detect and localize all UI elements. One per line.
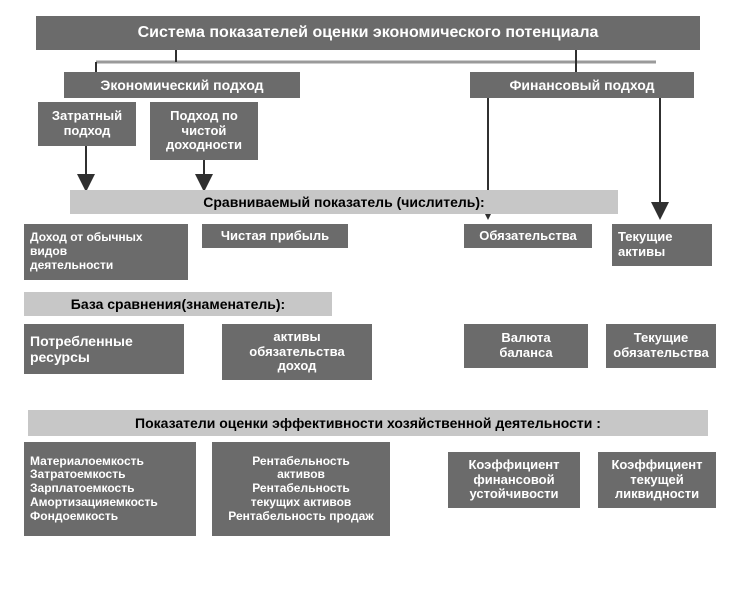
node-econ-approach-label: Экономический подход bbox=[100, 77, 263, 93]
node-net-yield-label: Подход по чистой доходности bbox=[166, 109, 242, 154]
node-intensity-list: Материалоемкость Затратоемкость Зарплато… bbox=[24, 442, 196, 536]
node-consumed-res: Потребленные ресурсы bbox=[24, 324, 184, 374]
node-base-label: База сравнения(знаменатель): bbox=[24, 292, 332, 316]
node-profitability-label: Рентабельность активов Рентабельность те… bbox=[228, 455, 374, 524]
node-balance-currency-label: Валюта баланса bbox=[499, 331, 552, 361]
node-econ-approach: Экономический подход bbox=[64, 72, 300, 98]
node-effectiveness: Показатели оценки эффективности хозяйств… bbox=[28, 410, 708, 436]
node-assets-liab-inc: активы обязательства доход bbox=[222, 324, 372, 380]
node-title: Система показателей оценки экономическог… bbox=[36, 16, 700, 50]
node-cost-approach-label: Затратный подход bbox=[52, 109, 122, 139]
node-consumed-res-label: Потребленные ресурсы bbox=[30, 333, 133, 365]
diagram-stage: Система показателей оценки экономическог… bbox=[16, 16, 720, 596]
node-fin-approach-label: Финансовый подход bbox=[509, 77, 654, 93]
node-effectiveness-label: Показатели оценки эффективности хозяйств… bbox=[135, 415, 601, 431]
node-assets-liab-inc-label: активы обязательства доход bbox=[249, 330, 344, 375]
node-current-assets-label: Текущие активы bbox=[618, 230, 672, 260]
node-net-profit: Чистая прибыль bbox=[202, 224, 348, 248]
node-compared-label: Сравниваемый показатель (числитель): bbox=[70, 190, 618, 214]
node-fin-approach: Финансовый подход bbox=[470, 72, 694, 98]
node-liabilities-label: Обязательства bbox=[479, 229, 577, 244]
node-income-ordinary: Доход от обычных видов деятельности bbox=[24, 224, 188, 280]
node-fin-stability-label: Коэффициент финансовой устойчивости bbox=[468, 458, 559, 503]
node-compared-label-label: Сравниваемый показатель (числитель): bbox=[203, 194, 484, 210]
node-current-liab: Текущие обязательства bbox=[606, 324, 716, 368]
node-net-profit-label: Чистая прибыль bbox=[221, 229, 329, 244]
node-base-label-label: База сравнения(знаменатель): bbox=[71, 296, 285, 312]
node-net-yield: Подход по чистой доходности bbox=[150, 102, 258, 160]
node-current-assets: Текущие активы bbox=[612, 224, 712, 266]
node-balance-currency: Валюта баланса bbox=[464, 324, 588, 368]
node-profitability: Рентабельность активов Рентабельность те… bbox=[212, 442, 390, 536]
node-liquidity: Коэффициент текущей ликвидности bbox=[598, 452, 716, 508]
node-current-liab-label: Текущие обязательства bbox=[613, 331, 708, 361]
node-liabilities: Обязательства bbox=[464, 224, 592, 248]
node-income-ordinary-label: Доход от обычных видов деятельности bbox=[30, 231, 143, 272]
node-fin-stability: Коэффициент финансовой устойчивости bbox=[448, 452, 580, 508]
node-title-label: Система показателей оценки экономическог… bbox=[138, 24, 599, 42]
node-liquidity-label: Коэффициент текущей ликвидности bbox=[611, 458, 702, 503]
node-intensity-list-label: Материалоемкость Затратоемкость Зарплато… bbox=[30, 455, 158, 524]
node-cost-approach: Затратный подход bbox=[38, 102, 136, 146]
